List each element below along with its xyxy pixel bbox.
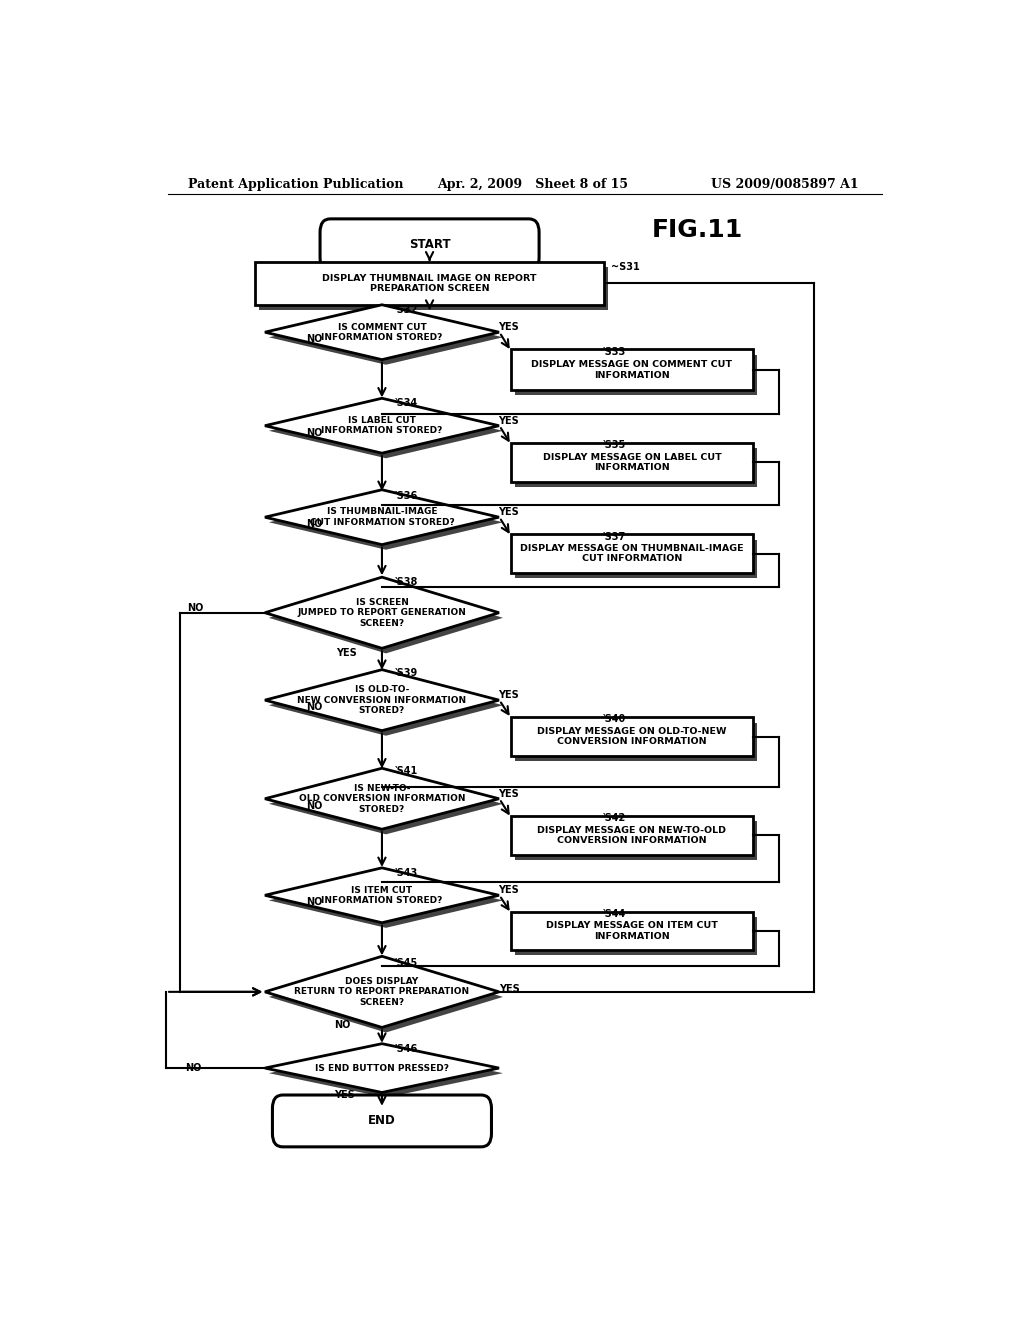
Text: NO: NO [306,801,323,810]
Text: DISPLAY MESSAGE ON OLD-TO-NEW
CONVERSION INFORMATION: DISPLAY MESSAGE ON OLD-TO-NEW CONVERSION… [538,727,727,746]
Bar [515,447,757,487]
Polygon shape [265,399,499,453]
Polygon shape [269,675,503,735]
Polygon shape [265,1044,499,1093]
Polygon shape [269,1049,503,1097]
Text: ‵S40: ‵S40 [602,714,626,725]
Text: ‵S34: ‵S34 [394,399,418,408]
Text: FIG.11: FIG.11 [652,218,743,242]
Text: YES: YES [498,788,518,799]
Text: ‵S45: ‵S45 [394,958,418,969]
Text: IS OLD-TO-
NEW CONVERSION INFORMATION
STORED?: IS OLD-TO- NEW CONVERSION INFORMATION ST… [297,685,467,715]
Text: ‵S44: ‵S44 [602,908,626,919]
Bar [255,261,604,305]
Text: ‵S46: ‵S46 [394,1044,418,1053]
Text: END: END [368,1114,396,1127]
Text: ‵S37: ‵S37 [602,532,626,541]
Text: NO: NO [306,334,323,345]
Text: IS END BUTTON PRESSED?: IS END BUTTON PRESSED? [315,1064,449,1073]
Text: YES: YES [336,648,356,659]
Bar [511,718,753,756]
Text: DISPLAY MESSAGE ON LABEL CUT
INFORMATION: DISPLAY MESSAGE ON LABEL CUT INFORMATION [543,453,721,473]
Polygon shape [269,582,503,653]
Text: ‵S42: ‵S42 [602,813,626,824]
Bar [511,816,753,854]
Text: IS COMMENT CUT
INFORMATION STORED?: IS COMMENT CUT INFORMATION STORED? [322,322,442,342]
Text: Patent Application Publication: Patent Application Publication [187,178,403,191]
Text: US 2009/0085897 A1: US 2009/0085897 A1 [712,178,859,191]
Text: ‵S36: ‵S36 [394,491,418,500]
Bar [511,444,753,482]
Text: START: START [409,239,451,251]
Text: NO: NO [306,702,323,713]
Text: NO: NO [306,428,323,438]
Polygon shape [269,310,503,364]
Text: Apr. 2, 2009   Sheet 8 of 15: Apr. 2, 2009 Sheet 8 of 15 [437,178,629,191]
Polygon shape [265,956,499,1027]
Text: ‵S33: ‵S33 [602,347,626,356]
Text: IS SCREEN
JUMPED TO REPORT GENERATION
SCREEN?: IS SCREEN JUMPED TO REPORT GENERATION SC… [298,598,466,627]
Bar [511,912,753,950]
Text: ‵S32: ‵S32 [394,305,418,315]
Polygon shape [269,961,503,1032]
Bar [515,540,757,578]
Text: ‵S39: ‵S39 [394,668,418,677]
Polygon shape [265,305,499,359]
Text: IS THUMBNAIL-IMAGE
CUT INFORMATION STORED?: IS THUMBNAIL-IMAGE CUT INFORMATION STORE… [309,507,455,527]
Text: ‵S35: ‵S35 [602,440,626,450]
Polygon shape [265,577,499,648]
Polygon shape [269,774,503,834]
Text: YES: YES [500,983,520,994]
FancyBboxPatch shape [321,219,539,271]
Text: ‵S43: ‵S43 [394,869,418,878]
Polygon shape [265,768,499,829]
Text: ‵S41: ‵S41 [394,767,418,776]
Bar [515,355,757,395]
Text: NO: NO [306,519,323,529]
Polygon shape [265,669,499,731]
Text: DISPLAY THUMBNAIL IMAGE ON REPORT
PREPARATION SCREEN: DISPLAY THUMBNAIL IMAGE ON REPORT PREPAR… [323,273,537,293]
Text: NO: NO [187,603,204,612]
Bar [511,350,753,391]
Text: YES: YES [334,1089,355,1100]
Text: DISPLAY MESSAGE ON NEW-TO-OLD
CONVERSION INFORMATION: DISPLAY MESSAGE ON NEW-TO-OLD CONVERSION… [538,825,726,845]
Bar [515,916,757,956]
Polygon shape [269,873,503,928]
FancyBboxPatch shape [272,1096,492,1147]
Bar [259,267,608,310]
Text: YES: YES [498,322,518,333]
Bar [515,722,757,762]
Text: DOES DISPLAY
RETURN TO REPORT PREPARATION
SCREEN?: DOES DISPLAY RETURN TO REPORT PREPARATIO… [294,977,470,1007]
Text: NO: NO [306,898,323,907]
Text: NO: NO [185,1063,202,1073]
Polygon shape [269,495,503,549]
Text: ~S31: ~S31 [610,263,639,272]
Text: YES: YES [498,507,518,517]
Text: DISPLAY MESSAGE ON ITEM CUT
INFORMATION: DISPLAY MESSAGE ON ITEM CUT INFORMATION [546,921,718,941]
Text: NO: NO [334,1020,350,1031]
Bar [515,821,757,859]
Text: IS NEW-TO-
OLD CONVERSION INFORMATION
STORED?: IS NEW-TO- OLD CONVERSION INFORMATION ST… [299,784,465,813]
Text: YES: YES [498,886,518,895]
Polygon shape [265,867,499,923]
Text: ‵S38: ‵S38 [394,577,418,587]
Polygon shape [265,490,499,545]
Text: YES: YES [498,690,518,700]
Text: IS LABEL CUT
INFORMATION STORED?: IS LABEL CUT INFORMATION STORED? [322,416,442,436]
Polygon shape [269,404,503,458]
Text: DISPLAY MESSAGE ON COMMENT CUT
INFORMATION: DISPLAY MESSAGE ON COMMENT CUT INFORMATI… [531,360,732,380]
Bar [511,535,753,573]
Text: DISPLAY MESSAGE ON THUMBNAIL-IMAGE
CUT INFORMATION: DISPLAY MESSAGE ON THUMBNAIL-IMAGE CUT I… [520,544,743,564]
Text: YES: YES [498,416,518,425]
Text: IS ITEM CUT
INFORMATION STORED?: IS ITEM CUT INFORMATION STORED? [322,886,442,906]
